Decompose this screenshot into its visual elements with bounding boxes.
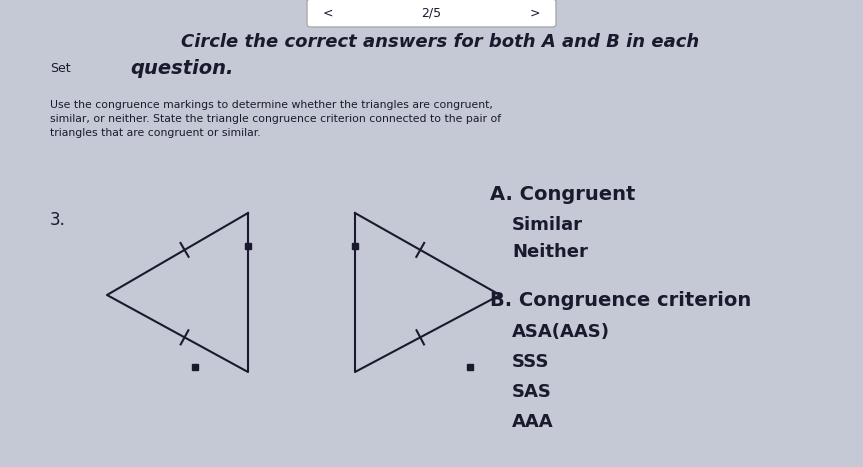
Text: Similar: Similar <box>512 216 583 234</box>
Text: Set: Set <box>50 62 71 75</box>
Text: Circle the correct answers for both A and B in each: Circle the correct answers for both A an… <box>181 33 699 51</box>
Text: Neither: Neither <box>512 243 588 261</box>
Text: AAA: AAA <box>512 413 554 431</box>
Text: <: < <box>323 7 333 20</box>
Text: SSS: SSS <box>512 353 550 371</box>
Text: A. Congruent: A. Congruent <box>490 185 635 205</box>
Text: ASA(AAS): ASA(AAS) <box>512 323 610 341</box>
Text: 2/5: 2/5 <box>421 7 442 20</box>
Text: >: > <box>530 7 540 20</box>
Text: 3.: 3. <box>50 211 66 229</box>
Text: SAS: SAS <box>512 383 551 401</box>
FancyBboxPatch shape <box>307 0 556 27</box>
Text: B. Congruence criterion: B. Congruence criterion <box>490 290 752 310</box>
Text: question.: question. <box>130 58 233 78</box>
Text: Use the congruence markings to determine whether the triangles are congruent,
si: Use the congruence markings to determine… <box>50 100 501 138</box>
